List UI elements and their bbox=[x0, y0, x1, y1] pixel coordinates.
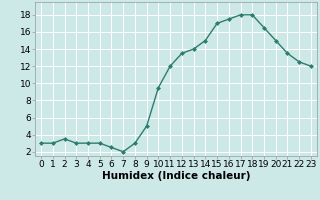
X-axis label: Humidex (Indice chaleur): Humidex (Indice chaleur) bbox=[102, 171, 250, 181]
